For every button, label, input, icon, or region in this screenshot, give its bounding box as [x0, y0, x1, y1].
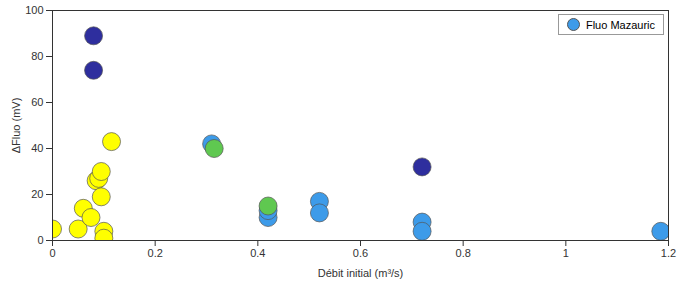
svg-text:0: 0 [37, 234, 43, 246]
svg-text:0.2: 0.2 [148, 247, 163, 259]
html-text:Fluo Mazauric: Fluo Mazauric [585, 18, 655, 31]
svg-text:40: 40 [31, 142, 43, 154]
svg-text:0.4: 0.4 [250, 247, 265, 259]
svg-text:1.2: 1.2 [661, 247, 676, 259]
svg-text:80: 80 [31, 50, 43, 62]
svg-text:0: 0 [49, 247, 55, 259]
svg-text:ΔFluo (mV): ΔFluo (mV) [10, 98, 22, 154]
svg-text:0.6: 0.6 [353, 247, 368, 259]
svg-text:Débit initial (m³/s): Débit initial (m³/s) [318, 267, 404, 279]
svg-text:0.8: 0.8 [456, 247, 471, 259]
svg-text:60: 60 [31, 96, 43, 108]
svg-text:100: 100 [25, 4, 43, 16]
svg-text:1: 1 [563, 247, 569, 259]
svg-text:20: 20 [31, 188, 43, 200]
